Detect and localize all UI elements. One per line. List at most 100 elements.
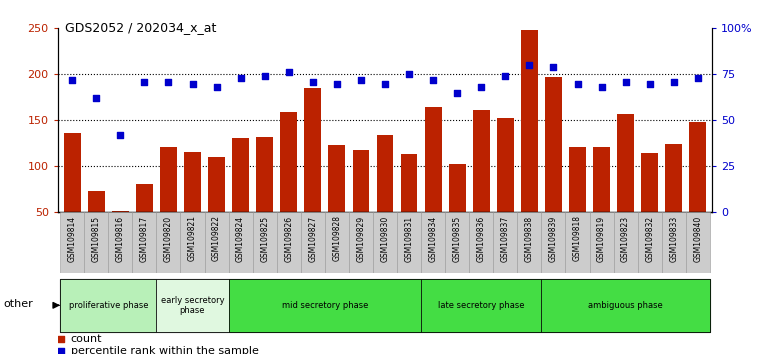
Text: GSM109821: GSM109821 bbox=[188, 215, 197, 261]
Text: mid secretory phase: mid secretory phase bbox=[282, 301, 368, 310]
Bar bbox=[301, 212, 325, 273]
Point bbox=[162, 79, 175, 85]
Text: GSM109840: GSM109840 bbox=[693, 215, 702, 262]
Bar bbox=[689, 122, 706, 212]
Bar bbox=[449, 164, 466, 212]
Point bbox=[619, 79, 631, 85]
Text: GSM109839: GSM109839 bbox=[549, 215, 558, 262]
Text: proliferative phase: proliferative phase bbox=[69, 301, 148, 310]
Bar bbox=[421, 212, 445, 273]
Text: ambiguous phase: ambiguous phase bbox=[588, 301, 663, 310]
Text: other: other bbox=[4, 299, 34, 309]
Text: GSM109819: GSM109819 bbox=[597, 215, 606, 262]
Point bbox=[234, 75, 246, 81]
Point bbox=[595, 84, 608, 90]
Bar bbox=[109, 212, 132, 273]
Point bbox=[427, 77, 439, 83]
Point bbox=[547, 64, 560, 70]
Text: GSM109818: GSM109818 bbox=[573, 215, 582, 261]
Text: GSM109838: GSM109838 bbox=[525, 215, 534, 262]
Bar bbox=[64, 133, 81, 212]
Text: count: count bbox=[71, 335, 102, 344]
Bar bbox=[256, 137, 273, 212]
Bar bbox=[541, 279, 710, 332]
Bar bbox=[614, 212, 638, 273]
Point bbox=[283, 70, 295, 75]
Point bbox=[691, 75, 704, 81]
Text: GSM109817: GSM109817 bbox=[140, 215, 149, 262]
Point bbox=[245, 209, 257, 215]
Point bbox=[451, 90, 464, 96]
Bar bbox=[325, 212, 349, 273]
Bar bbox=[280, 112, 297, 212]
Bar bbox=[233, 138, 249, 212]
Bar bbox=[638, 212, 661, 273]
Bar bbox=[541, 212, 565, 273]
Bar bbox=[545, 77, 562, 212]
Text: GSM109824: GSM109824 bbox=[236, 215, 245, 262]
Bar bbox=[160, 147, 177, 212]
Text: GSM109826: GSM109826 bbox=[284, 215, 293, 262]
Bar bbox=[473, 110, 490, 212]
Point bbox=[571, 81, 584, 86]
Bar bbox=[156, 212, 180, 273]
Bar bbox=[88, 191, 105, 212]
Bar bbox=[304, 88, 321, 212]
Bar bbox=[253, 212, 276, 273]
Bar bbox=[84, 212, 109, 273]
Point bbox=[259, 73, 271, 79]
Text: GSM109830: GSM109830 bbox=[380, 215, 390, 262]
Bar bbox=[400, 154, 417, 212]
Bar bbox=[373, 212, 397, 273]
Bar bbox=[60, 279, 156, 332]
Point bbox=[306, 79, 319, 85]
Text: GSM109827: GSM109827 bbox=[308, 215, 317, 262]
Point bbox=[355, 77, 367, 83]
Bar bbox=[565, 212, 590, 273]
Text: GDS2052 / 202034_x_at: GDS2052 / 202034_x_at bbox=[65, 21, 217, 34]
Point bbox=[330, 81, 343, 86]
Bar bbox=[208, 157, 225, 212]
Bar bbox=[665, 144, 682, 212]
Bar bbox=[205, 212, 229, 273]
Bar bbox=[184, 152, 201, 212]
Point bbox=[644, 81, 656, 86]
Bar bbox=[60, 212, 84, 273]
Bar bbox=[421, 279, 541, 332]
Bar bbox=[229, 212, 253, 273]
Bar bbox=[497, 118, 514, 212]
Text: GSM109828: GSM109828 bbox=[333, 215, 341, 261]
Bar bbox=[569, 147, 586, 212]
Bar bbox=[521, 30, 537, 212]
Text: GSM109825: GSM109825 bbox=[260, 215, 269, 262]
Point bbox=[499, 73, 511, 79]
Bar bbox=[397, 212, 421, 273]
Text: GSM109835: GSM109835 bbox=[453, 215, 462, 262]
Text: GSM109822: GSM109822 bbox=[212, 215, 221, 261]
Point bbox=[66, 77, 79, 83]
Bar bbox=[377, 135, 393, 212]
Text: GSM109837: GSM109837 bbox=[500, 215, 510, 262]
Bar bbox=[229, 279, 421, 332]
Bar bbox=[156, 279, 229, 332]
Text: GSM109820: GSM109820 bbox=[164, 215, 173, 262]
Text: GSM109829: GSM109829 bbox=[357, 215, 366, 262]
Bar bbox=[425, 108, 441, 212]
Bar bbox=[136, 184, 152, 212]
Bar bbox=[180, 212, 205, 273]
Text: GSM109815: GSM109815 bbox=[92, 215, 101, 262]
Text: GSM109833: GSM109833 bbox=[669, 215, 678, 262]
Point bbox=[114, 132, 126, 138]
Bar bbox=[469, 212, 494, 273]
Bar bbox=[349, 212, 373, 273]
Text: GSM109816: GSM109816 bbox=[116, 215, 125, 262]
Text: GSM109814: GSM109814 bbox=[68, 215, 77, 262]
Text: percentile rank within the sample: percentile rank within the sample bbox=[71, 346, 259, 354]
Point bbox=[475, 84, 487, 90]
Text: late secretory phase: late secretory phase bbox=[438, 301, 524, 310]
Bar bbox=[329, 145, 345, 212]
Bar bbox=[618, 114, 634, 212]
Point bbox=[379, 81, 391, 86]
Bar bbox=[353, 150, 370, 212]
Text: GSM109831: GSM109831 bbox=[404, 215, 413, 262]
